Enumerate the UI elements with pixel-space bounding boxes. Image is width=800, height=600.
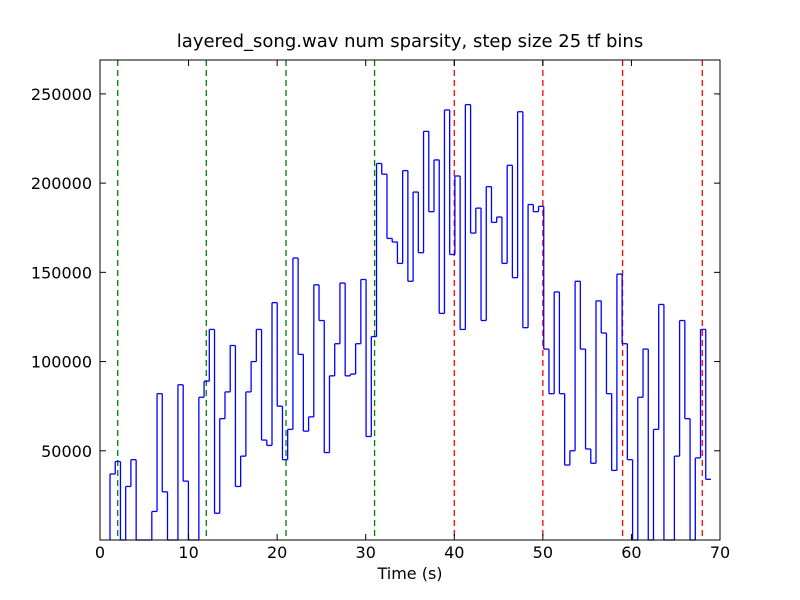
x-tick-label: 0 [95, 543, 105, 562]
plot-frame [99, 59, 721, 541]
x-tick-label: 10 [178, 543, 198, 562]
y-tick-label: 250000 [31, 85, 92, 104]
chart-title: layered_song.wav num sparsity, step size… [177, 31, 643, 52]
y-tick-label: 50000 [41, 442, 92, 461]
x-tick-label: 70 [710, 543, 730, 562]
y-tick-label: 200000 [31, 174, 92, 193]
x-tick-label: 60 [621, 543, 641, 562]
y-tick-label: 100000 [31, 353, 92, 372]
x-axis-label: Time (s) [376, 564, 442, 583]
x-tick-label: 40 [444, 543, 464, 562]
x-tick-label: 20 [267, 543, 287, 562]
y-tick-label: 150000 [31, 263, 92, 282]
x-tick-label: 30 [356, 543, 376, 562]
x-tick-label: 50 [533, 543, 553, 562]
